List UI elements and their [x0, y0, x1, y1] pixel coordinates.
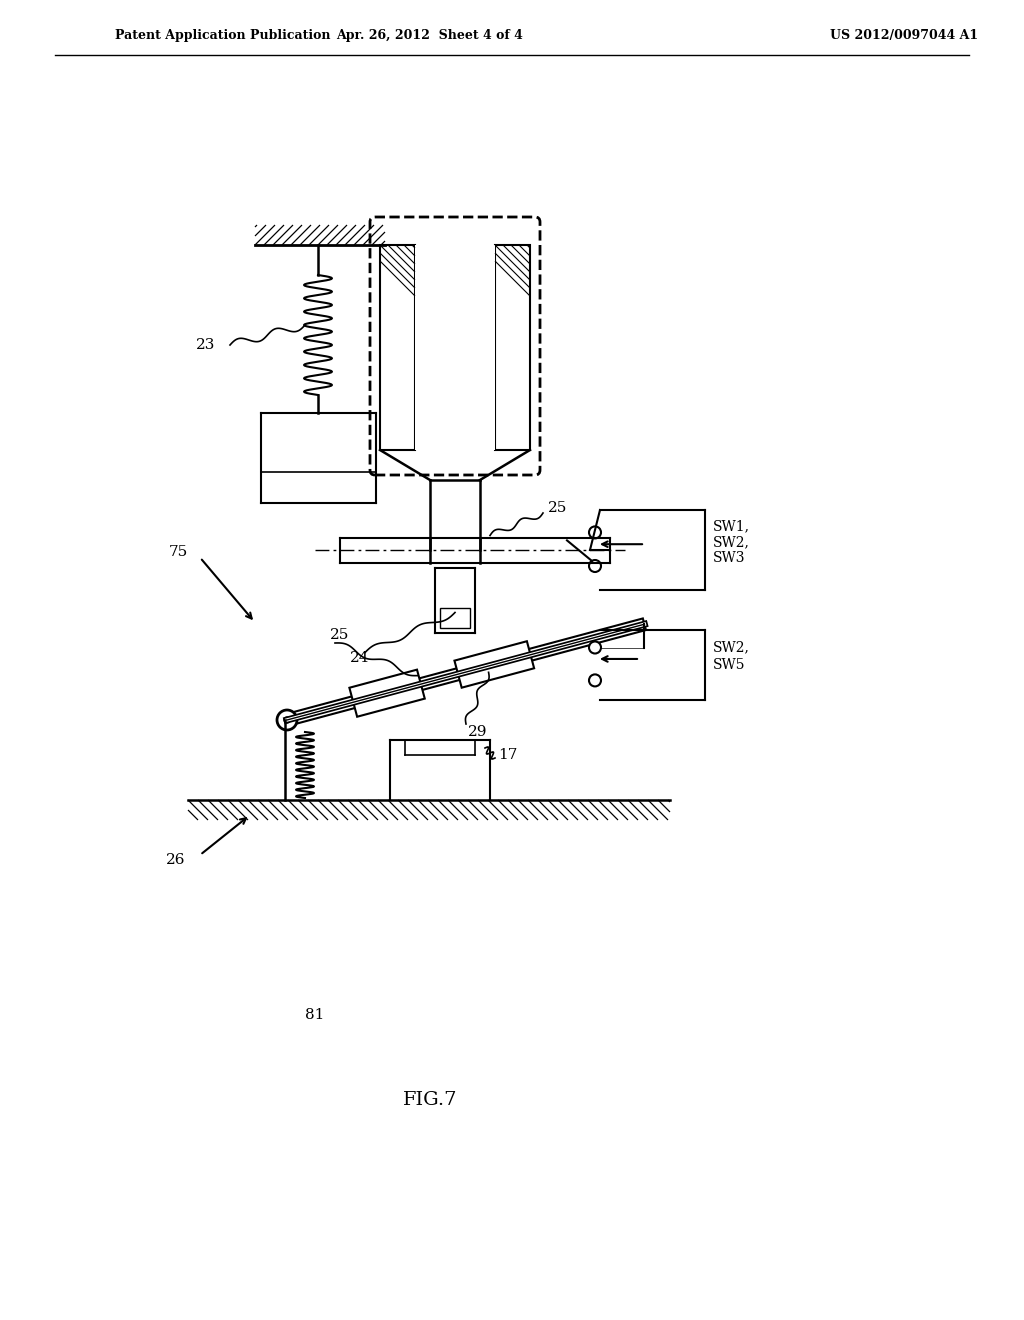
Circle shape	[589, 560, 601, 572]
Circle shape	[589, 642, 601, 653]
Bar	[415, 246, 495, 450]
Bar	[380, 246, 415, 450]
Bar	[495, 246, 530, 450]
Text: 81: 81	[305, 1008, 325, 1022]
Text: SW3: SW3	[713, 550, 745, 565]
Text: 29: 29	[468, 725, 487, 739]
Text: SW1,: SW1,	[713, 519, 750, 533]
Text: SW5: SW5	[713, 657, 745, 672]
Text: 17: 17	[498, 748, 517, 762]
Text: 24: 24	[350, 651, 370, 664]
Text: 25: 25	[548, 502, 567, 515]
Text: 23: 23	[196, 338, 215, 352]
Polygon shape	[455, 642, 535, 688]
Circle shape	[589, 527, 601, 539]
Bar	[340, 537, 610, 562]
Bar	[435, 568, 475, 632]
Text: Patent Application Publication: Patent Application Publication	[115, 29, 331, 41]
Text: Apr. 26, 2012  Sheet 4 of 4: Apr. 26, 2012 Sheet 4 of 4	[337, 29, 523, 41]
Text: 75: 75	[169, 545, 188, 560]
Bar	[440, 609, 470, 627]
Text: SW2,: SW2,	[713, 535, 750, 549]
FancyBboxPatch shape	[370, 216, 540, 475]
Circle shape	[284, 717, 290, 723]
Bar	[495, 246, 530, 450]
Bar	[390, 741, 490, 800]
Circle shape	[278, 710, 297, 730]
Polygon shape	[286, 619, 646, 726]
Polygon shape	[349, 669, 425, 717]
Text: SW2,: SW2,	[713, 640, 750, 655]
Bar	[380, 246, 415, 450]
Text: 25: 25	[330, 628, 349, 642]
Text: US 2012/0097044 A1: US 2012/0097044 A1	[830, 29, 978, 41]
Circle shape	[589, 675, 601, 686]
Text: 26: 26	[166, 853, 185, 867]
Text: FIG.7: FIG.7	[402, 1092, 458, 1109]
